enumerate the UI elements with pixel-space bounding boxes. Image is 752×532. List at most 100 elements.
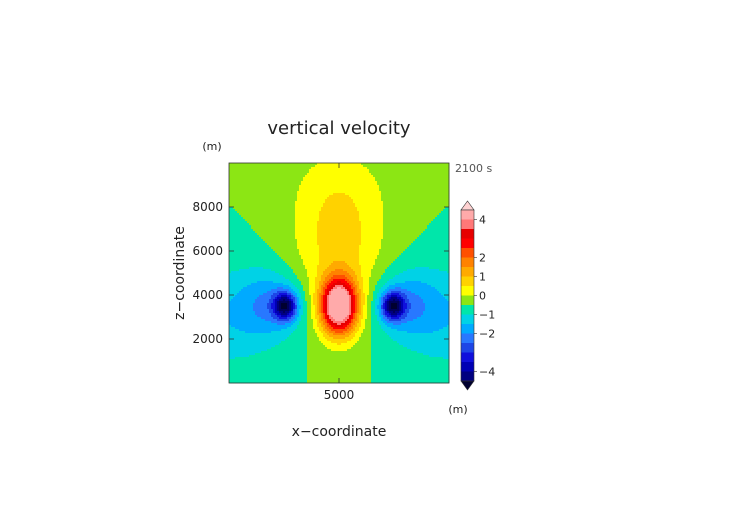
contour-cell <box>429 245 432 248</box>
contour-cell <box>365 173 368 176</box>
contour-cell <box>251 235 254 238</box>
contour-cell <box>431 179 434 182</box>
contour-cell <box>229 237 232 240</box>
contour-cell <box>315 175 318 178</box>
contour-cell <box>387 239 390 242</box>
contour-cell <box>417 201 420 204</box>
contour-cell <box>385 231 388 234</box>
contour-cell <box>267 209 270 212</box>
contour-cell <box>279 221 282 224</box>
contour-cell <box>337 217 340 220</box>
contour-cell <box>245 229 248 232</box>
contour-cell <box>389 233 392 236</box>
contour-cell <box>359 245 362 248</box>
contour-cell <box>235 173 238 176</box>
contour-cell <box>429 233 432 236</box>
contour-cell <box>321 247 324 250</box>
contour-cell <box>409 209 412 212</box>
contour-cell <box>447 189 450 192</box>
contour-cell <box>443 173 446 176</box>
contour-cell <box>311 211 314 214</box>
contour-cell <box>261 219 264 222</box>
contour-cell <box>259 191 262 194</box>
contour-cell <box>253 241 256 244</box>
contour-cell <box>353 227 356 230</box>
contour-cell <box>321 251 324 254</box>
contour-cell <box>273 231 276 234</box>
contour-cell <box>371 233 374 236</box>
contour-cell <box>303 181 306 184</box>
contour-cell <box>445 219 448 222</box>
contour-cell <box>239 209 242 212</box>
contour-cell <box>415 199 418 202</box>
contour-cell <box>265 215 268 218</box>
contour-cell <box>271 197 274 200</box>
contour-cell <box>257 223 260 226</box>
contour-cell <box>443 165 446 168</box>
contour-cell <box>265 221 268 224</box>
contour-cell <box>267 189 270 192</box>
contour-cell <box>237 231 240 234</box>
contour-cell <box>367 225 370 228</box>
contour-cell <box>331 245 334 248</box>
contour-cell <box>361 219 364 222</box>
contour-cell <box>361 185 364 188</box>
contour-cell <box>391 187 394 190</box>
contour-cell <box>281 253 284 256</box>
contour-cell <box>345 205 348 208</box>
contour-cell <box>261 215 264 218</box>
contour-cell <box>345 211 348 214</box>
contour-cell <box>331 183 334 186</box>
contour-cell <box>267 207 270 210</box>
contour-cell <box>377 185 380 188</box>
contour-cell <box>287 177 290 180</box>
contour-cell <box>407 229 410 232</box>
contour-cell <box>399 167 402 170</box>
contour-plot <box>228 162 450 384</box>
contour-cell <box>415 185 418 188</box>
contour-cell <box>231 165 234 168</box>
contour-cell <box>337 229 340 232</box>
contour-cell <box>363 163 366 166</box>
contour-cell <box>251 189 254 192</box>
contour-cell <box>351 201 354 204</box>
contour-cell <box>267 245 270 248</box>
contour-cell <box>423 165 426 168</box>
contour-cell <box>317 169 320 172</box>
contour-cell <box>329 205 332 208</box>
contour-cell <box>327 175 330 178</box>
contour-cell <box>329 207 332 210</box>
contour-cell <box>425 177 428 180</box>
contour-cell <box>413 195 416 198</box>
contour-cell <box>367 245 370 248</box>
contour-cell <box>315 215 318 218</box>
contour-cell <box>427 229 430 232</box>
contour-cell <box>391 213 394 216</box>
contour-cell <box>347 193 350 196</box>
contour-cell <box>389 225 392 228</box>
contour-cell <box>231 221 234 224</box>
contour-cell <box>389 203 392 206</box>
contour-cell <box>409 179 412 182</box>
contour-cell <box>429 223 432 226</box>
contour-cell <box>423 185 426 188</box>
contour-cell <box>329 223 332 226</box>
contour-cell <box>385 171 388 174</box>
contour-cell <box>283 195 286 198</box>
contour-cell <box>265 201 268 204</box>
contour-cell <box>309 231 312 234</box>
contour-cell <box>295 185 298 188</box>
contour-cell <box>331 247 334 250</box>
contour-cell <box>287 209 290 212</box>
contour-cell <box>229 195 232 198</box>
contour-cell <box>287 207 290 210</box>
contour-cell <box>233 249 236 252</box>
contour-cell <box>339 229 342 232</box>
contour-cell <box>327 167 330 170</box>
contour-cell <box>307 193 310 196</box>
contour-cell <box>427 251 430 254</box>
contour-cell <box>391 241 394 244</box>
contour-cell <box>259 233 262 236</box>
contour-cell <box>281 167 284 170</box>
contour-cell <box>405 199 408 202</box>
